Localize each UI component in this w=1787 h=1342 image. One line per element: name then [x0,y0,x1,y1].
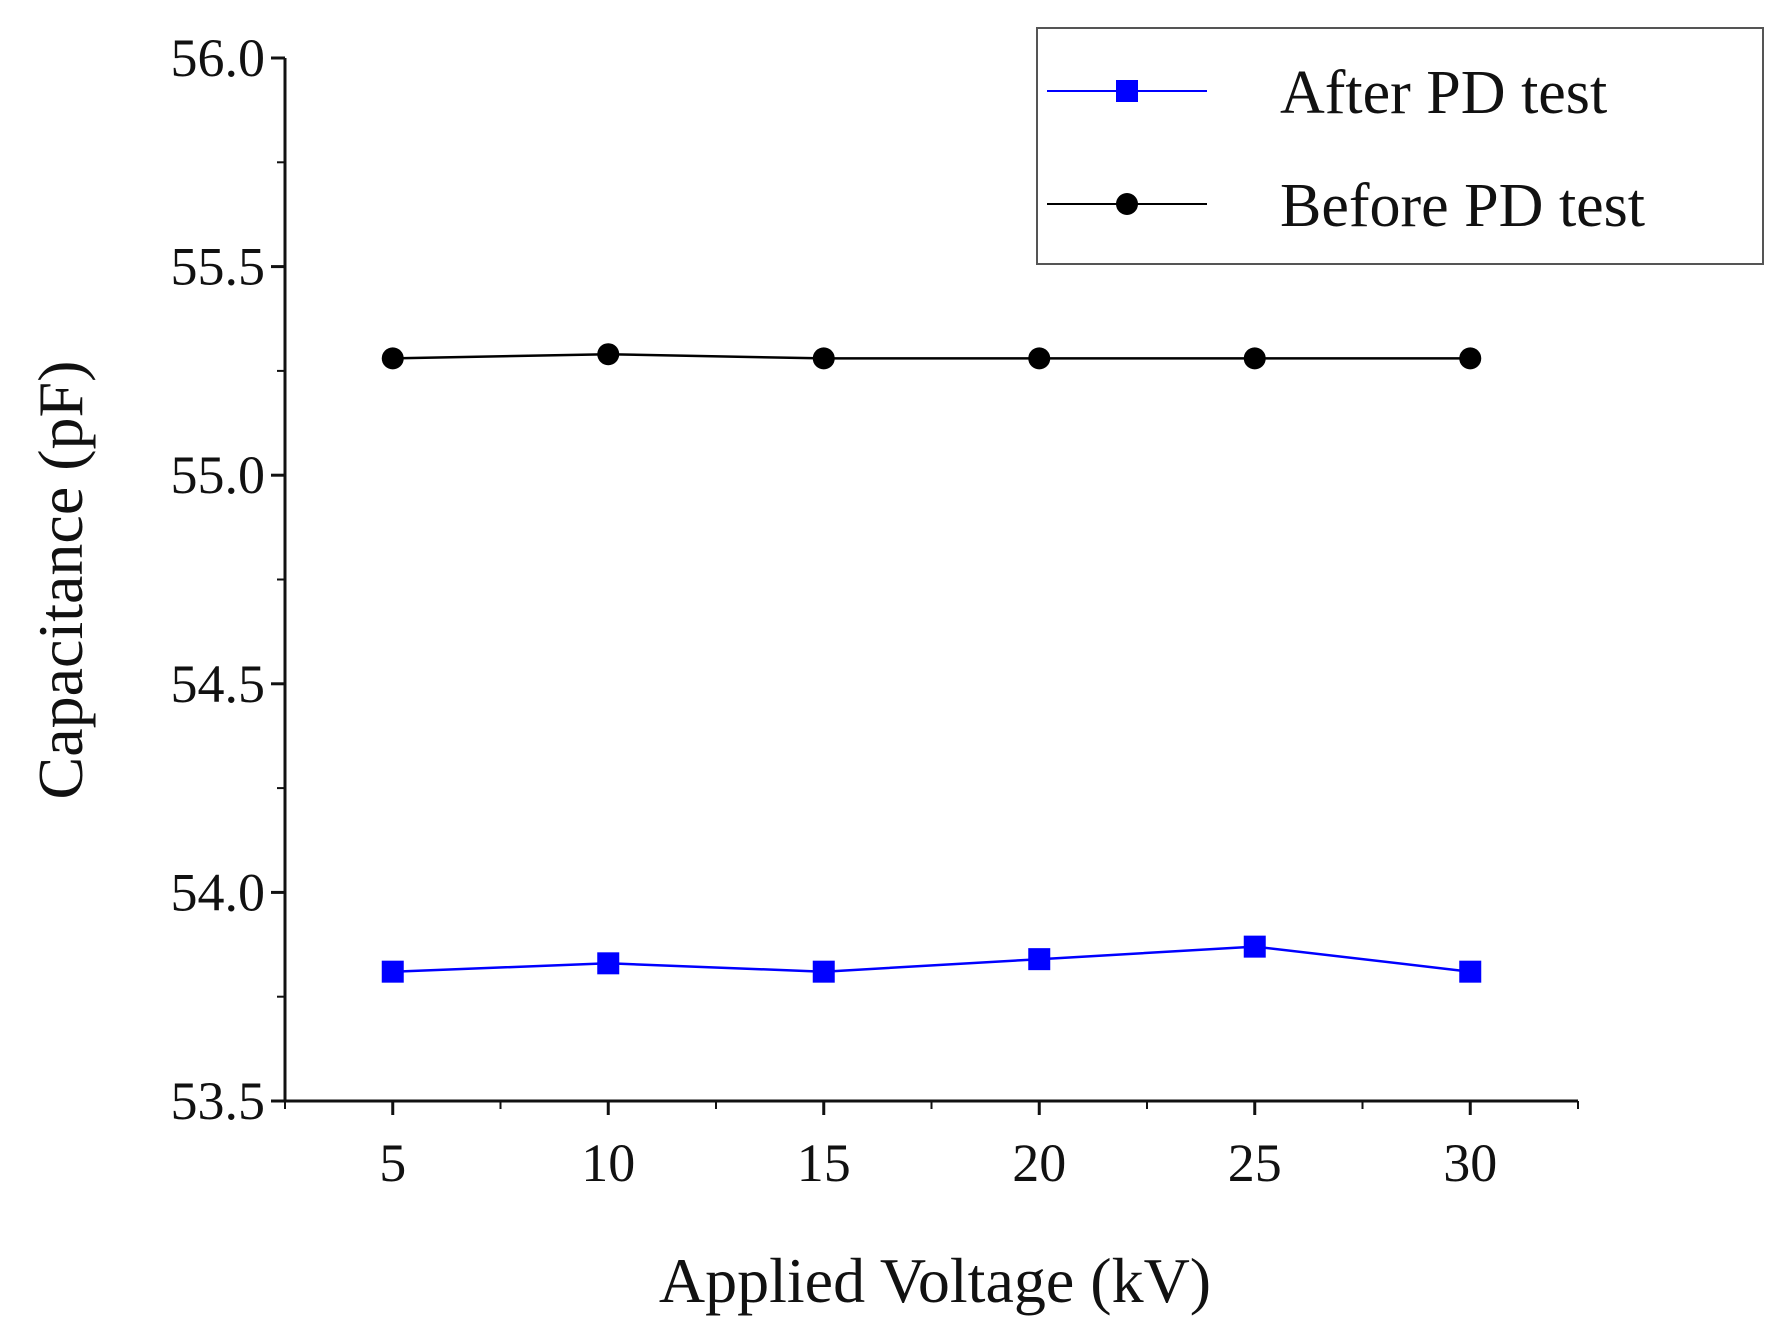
ticks: 53.5 54.0 54.5 55.0 55.5 56.0 5 10 15 20 25 30 [171,28,1579,1193]
x-tick-label: 10 [581,1133,635,1193]
series-line [392,352,1471,360]
y-tick-label: 56.0 [171,28,266,88]
data-point-circle [597,343,620,366]
y-axis-title: Capacitance (pF) [25,361,96,800]
data-point-square [381,960,404,983]
data-point-square [1459,960,1482,983]
data-point-circle [1028,347,1051,370]
data-point-square [597,952,620,975]
x-tick-label: 5 [379,1133,406,1193]
y-tick-label: 55.0 [171,445,266,505]
legend-box [1036,27,1764,265]
x-tick-label: 20 [1012,1133,1066,1193]
x-tick-label: 30 [1443,1133,1497,1193]
legend-after-label: After PD test [1280,59,1607,127]
data-point-square [1028,948,1051,971]
x-tick-label: 15 [797,1133,851,1193]
legend-after-marker [1116,80,1138,102]
y-tick-label: 54.0 [171,862,266,922]
x-tick-label: 25 [1228,1133,1282,1193]
data-point-square [812,960,835,983]
series-layer [381,343,1482,983]
y-tick-label: 55.5 [171,237,266,297]
series-1 [381,343,1482,370]
series-0 [381,935,1482,983]
y-tick-label: 53.5 [171,1071,266,1131]
data-point-circle [812,347,835,370]
data-point-circle [1459,347,1482,370]
data-point-square [1243,935,1266,958]
y-tick-label: 54.5 [171,654,266,714]
series-line [392,945,1471,973]
legend-before-label: Before PD test [1280,172,1645,240]
data-point-circle [1243,347,1266,370]
x-axis-title: Applied Voltage (kV) [659,1245,1211,1316]
legend-before-marker [1116,193,1138,215]
legend: After PD test Before PD test [1036,27,1764,265]
data-point-circle [381,347,404,370]
